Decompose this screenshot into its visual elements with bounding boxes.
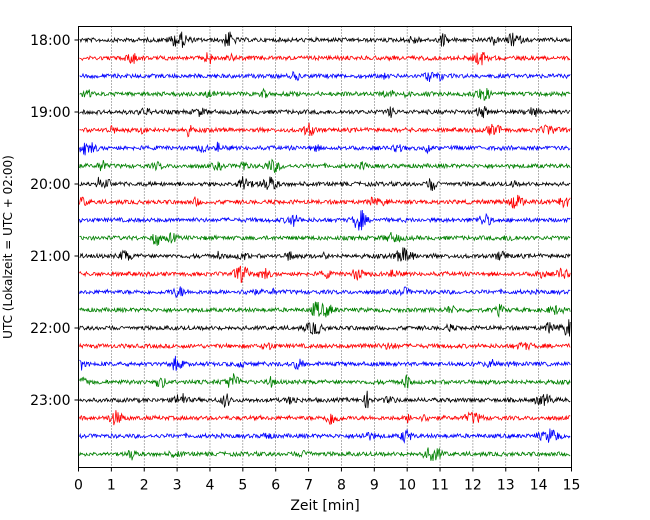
y-tick-label: 20:00: [30, 177, 70, 193]
seismic-trace: [79, 87, 571, 101]
seismic-trace: [79, 106, 571, 119]
x-axis-ticks: 0 1 2 3 4 5 6 7 8 9 10 11 12 13 14 15: [74, 467, 581, 494]
x-tick-label: 8: [337, 478, 346, 494]
x-tick-label: 15: [563, 478, 581, 494]
seismic-trace: [79, 70, 571, 82]
x-tick-label: 10: [398, 478, 416, 494]
seismic-trace: [79, 194, 571, 209]
seismic-trace: [79, 301, 571, 318]
y-tick-label: 21:00: [30, 249, 70, 265]
seismic-trace: [79, 447, 571, 461]
y-tick-label: 23:00: [30, 393, 70, 409]
seismic-trace: [79, 410, 571, 426]
seismic-trace: [79, 286, 571, 299]
x-tick-label: 13: [497, 478, 515, 494]
x-tick-label: 4: [206, 478, 215, 494]
seismic-trace: [79, 122, 571, 138]
x-tick-label: 5: [238, 478, 247, 494]
x-tick-label: 6: [271, 478, 280, 494]
y-tick-label: 18:00: [30, 33, 70, 49]
y-axis-label: UTC (Lokalzeit = UTC + 02:00): [1, 155, 15, 339]
seismic-trace: [79, 209, 571, 231]
seismic-trace: [79, 176, 571, 192]
seismic-trace: [79, 141, 571, 156]
x-tick-label: 7: [304, 478, 313, 494]
x-tick-label: 0: [74, 478, 83, 494]
y-tick-label: 19:00: [30, 105, 70, 121]
x-tick-label: 9: [370, 478, 379, 494]
seismic-trace: [79, 390, 571, 409]
seismic-trace: [79, 428, 571, 444]
seismic-trace: [79, 341, 571, 351]
seismic-trace: [79, 265, 571, 283]
seismic-trace: [79, 373, 571, 389]
x-axis-label: Zeit [min]: [290, 498, 359, 514]
seismic-trace: [79, 52, 571, 66]
seismic-trace: [79, 247, 571, 262]
x-tick-label: 2: [140, 478, 149, 494]
seismic-traces: [79, 31, 571, 461]
seismic-trace: [79, 355, 571, 371]
x-tick-label: 14: [530, 478, 548, 494]
seismic-trace: [79, 231, 571, 246]
seismic-trace: [79, 31, 571, 48]
seismic-trace: [79, 319, 571, 337]
x-tick-label: 3: [173, 478, 182, 494]
x-tick-label: 1: [107, 478, 116, 494]
y-tick-label: 22:00: [30, 321, 70, 337]
y-axis-ticks: 18:00 19:00 20:00 21:00 22:00 23:00: [30, 33, 79, 409]
plot-frame: [78, 26, 572, 468]
x-tick-label: 12: [464, 478, 482, 494]
x-tick-label: 11: [431, 478, 449, 494]
seismic-trace: [79, 158, 571, 174]
